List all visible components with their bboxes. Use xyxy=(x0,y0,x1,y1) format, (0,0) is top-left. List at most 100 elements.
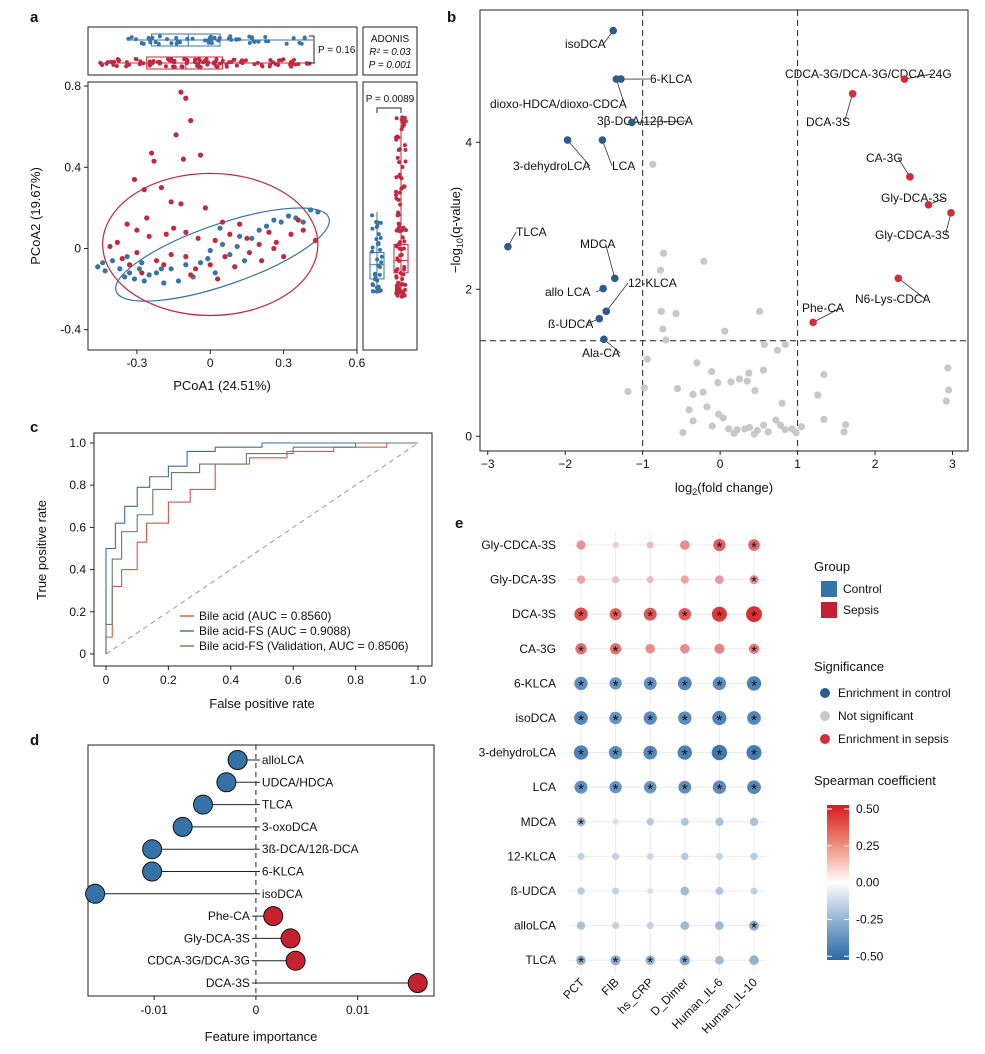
sepsis-point xyxy=(168,251,174,258)
sepsis-point xyxy=(193,266,199,272)
point-label: Gly-DCA-3S xyxy=(881,191,947,205)
sepsis-top-point xyxy=(234,63,239,68)
control-point xyxy=(122,274,128,280)
control-side-point xyxy=(375,257,380,262)
lollipop-head xyxy=(407,973,428,993)
ns-point xyxy=(708,422,716,430)
feature-label: Phe-CA xyxy=(208,909,250,923)
correlation-dot xyxy=(715,921,724,930)
correlation-dot xyxy=(646,541,654,549)
correlation-dot xyxy=(612,818,619,825)
sepsis-point xyxy=(197,152,204,158)
control-point xyxy=(237,233,243,239)
sepsis-side-point xyxy=(397,246,402,251)
sepsis-top-point xyxy=(163,64,168,69)
ns-point xyxy=(624,387,632,396)
control-sig-point xyxy=(598,136,607,144)
sepsis-top-point xyxy=(111,62,116,67)
sepsis-point xyxy=(107,243,113,250)
correlation-dot xyxy=(678,780,692,794)
control-sig-point xyxy=(612,75,621,83)
control-side-point xyxy=(370,245,375,250)
correlation-dot xyxy=(748,539,760,551)
side-boxplot-frame xyxy=(362,81,418,351)
correlation-dot xyxy=(714,643,725,654)
y-tick-label: 0.4 xyxy=(69,563,86,577)
control-sig-point xyxy=(563,136,572,144)
legend-colorbar-title: Spearman coefficient xyxy=(814,773,936,788)
significance-star: * xyxy=(578,816,584,833)
correlation-dot xyxy=(574,607,588,621)
leader-line xyxy=(605,243,616,279)
sepsis-top-point xyxy=(150,61,155,66)
ns-point xyxy=(759,366,768,374)
correlation-dot xyxy=(612,852,620,860)
x-tick-label: −2 xyxy=(558,457,572,471)
sepsis-top-point xyxy=(198,64,203,69)
side-boxplot-p-value: P = 0.0089 xyxy=(366,94,415,105)
ns-point xyxy=(725,425,733,433)
control-top-point xyxy=(206,40,211,45)
correlation-dot xyxy=(749,575,759,585)
side-p-bracket xyxy=(376,107,402,113)
control-sig-point xyxy=(595,314,604,323)
control-side-point xyxy=(378,247,383,252)
sepsis-top-point xyxy=(289,59,294,64)
ns-point xyxy=(689,417,697,425)
panel-e: Gly-CDCA-3S * * Gly-DCA-3S * DCA-3S * * * * * * CA-3… xyxy=(479,533,951,1037)
correlation-dot xyxy=(746,745,762,761)
correlation-dot xyxy=(574,711,588,725)
point-label: DCA-3S xyxy=(806,115,850,129)
correlation-dot xyxy=(612,887,620,895)
point-label: 3-dehydroLCA xyxy=(513,159,590,173)
significance-star: * xyxy=(647,677,653,694)
point-label: dioxo-HDCA/dioxo-CDCA xyxy=(490,97,627,111)
control-side-point xyxy=(376,241,381,246)
correlation-dot xyxy=(646,576,654,584)
control-top-point xyxy=(174,41,179,46)
sepsis-top-point xyxy=(141,61,146,66)
leader-line xyxy=(898,277,926,300)
sepsis-point xyxy=(134,227,140,233)
sepsis-sig-point xyxy=(924,200,933,209)
control-side-point xyxy=(374,224,379,229)
control-point xyxy=(278,219,284,225)
ns-point xyxy=(842,420,850,429)
control-top-point xyxy=(153,40,158,45)
sepsis-top-point xyxy=(124,60,129,65)
sepsis-top-point xyxy=(172,64,177,69)
ns-point xyxy=(778,399,786,407)
sepsis-top-point xyxy=(114,64,119,69)
significance-star: * xyxy=(613,781,619,798)
colorbar-tick-label: 0.00 xyxy=(856,876,880,890)
ns-point xyxy=(673,384,682,393)
feature-label: CDCA-3G/DCA-3G xyxy=(147,954,250,968)
correlation-dot xyxy=(609,711,622,725)
sepsis-point xyxy=(259,258,265,264)
column-label: PCT xyxy=(560,975,587,1002)
panel-label-a: a xyxy=(30,9,39,26)
control-top-point xyxy=(208,34,213,39)
sepsis-side-point xyxy=(399,252,404,257)
significance-star: * xyxy=(647,954,653,971)
ns-point xyxy=(721,327,729,335)
sepsis-side-point xyxy=(396,280,401,285)
sepsis-point xyxy=(271,245,277,252)
ns-point xyxy=(708,368,716,376)
control-top-point xyxy=(129,35,134,40)
correlation-dot xyxy=(749,817,759,826)
sepsis-side-point xyxy=(394,175,399,180)
lollipop-head xyxy=(142,861,163,882)
ns-point xyxy=(689,390,697,399)
control-sig-point xyxy=(628,118,636,127)
sepsis-side-point xyxy=(401,282,406,287)
sepsis-top-point xyxy=(296,61,301,66)
adonis-p: P = 0.001 xyxy=(369,60,412,71)
lollipop-head xyxy=(285,950,306,971)
sepsis-top-point xyxy=(137,62,142,67)
y-tick-label: 0.6 xyxy=(69,520,86,534)
lollipop-head xyxy=(172,816,193,837)
control-top-point xyxy=(203,38,208,43)
lollipop-head xyxy=(263,906,284,927)
control-side-point xyxy=(379,260,384,265)
